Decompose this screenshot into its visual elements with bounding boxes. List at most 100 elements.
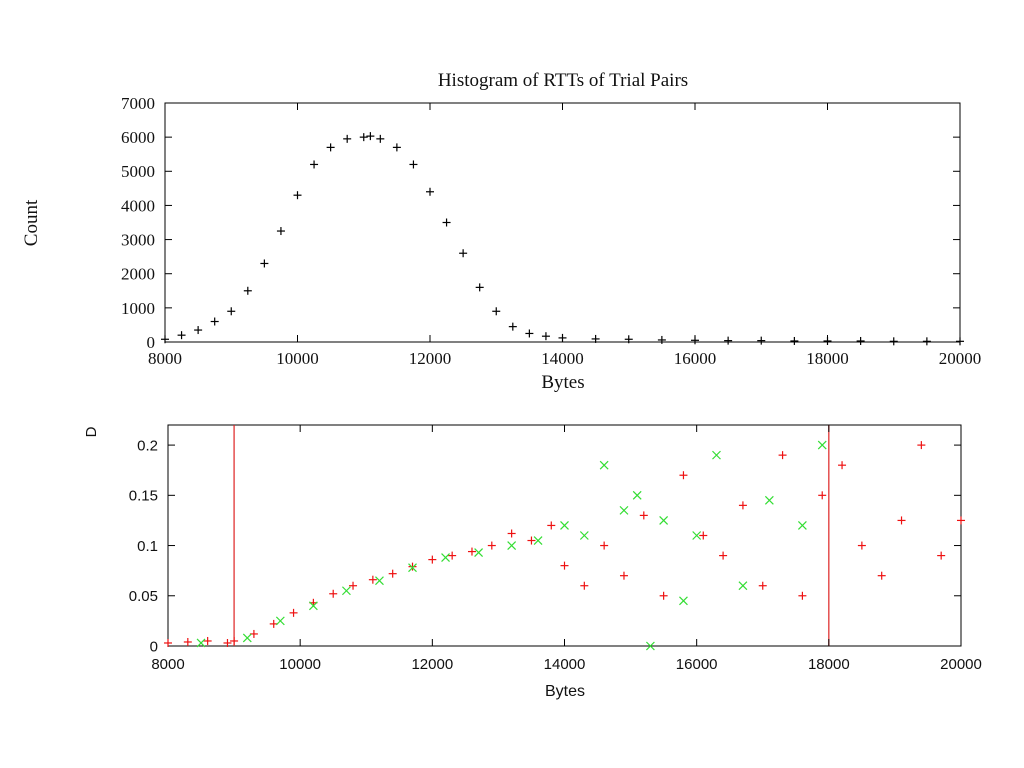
data-point [508, 322, 517, 331]
data-point [856, 336, 865, 345]
data-point [243, 286, 252, 295]
data-point [223, 638, 232, 647]
y-tick-label: 2000 [121, 265, 155, 284]
y-tick-label: 0.05 [129, 588, 158, 605]
data-point [448, 551, 457, 560]
data-point [409, 160, 418, 169]
data-point [591, 334, 600, 343]
axis-ticks: 8000 10000 12000 14000 16000 18000 20000 0 1000 2… [121, 94, 981, 368]
plot-frame [164, 102, 961, 343]
data-point [580, 581, 589, 590]
data-point [475, 283, 484, 292]
data-point [368, 575, 377, 584]
histogram-chart: Histogram of RTTs of Trial Pairs Count B… [21, 70, 981, 393]
data-point [560, 521, 569, 530]
data-point [818, 491, 827, 500]
data-point [679, 596, 688, 606]
data-point [738, 501, 747, 510]
y-axis-label: Count [21, 199, 42, 246]
data-point [922, 337, 931, 346]
data-point [326, 143, 335, 152]
data-point [203, 636, 212, 645]
data-point [467, 547, 476, 556]
x-tick-label: 8000 [148, 349, 182, 368]
data-point [699, 531, 708, 540]
data-points [164, 440, 965, 651]
data-point [541, 332, 550, 341]
y-tick-label: 6000 [121, 128, 155, 147]
data-point [276, 227, 285, 236]
data-point [342, 586, 351, 596]
data-point [619, 571, 628, 580]
x-tick-label: 10000 [279, 656, 321, 673]
data-point [838, 461, 847, 470]
data-point [161, 335, 169, 344]
data-point [269, 619, 278, 628]
data-point [527, 536, 536, 545]
data-point [293, 191, 302, 200]
data-point [428, 555, 437, 564]
x-tick-label: 12000 [411, 656, 453, 673]
y-tick-label: 0.1 [137, 538, 158, 555]
data-point [210, 317, 219, 326]
data-point [639, 511, 648, 520]
data-point [691, 336, 699, 345]
data-point [797, 521, 807, 530]
data-point [183, 637, 192, 646]
y-tick-label: 0 [150, 638, 158, 655]
data-point [533, 536, 543, 545]
data-point [679, 471, 688, 480]
data-point [474, 548, 484, 558]
data-point [227, 307, 236, 316]
plot-frame [167, 424, 962, 647]
y-tick-label: 0.2 [137, 437, 158, 454]
x-tick-label: 18000 [808, 656, 850, 673]
data-point [310, 160, 319, 169]
data-point [764, 495, 774, 505]
x-tick-label: 16000 [676, 656, 718, 673]
threshold-lines [233, 425, 830, 646]
data-points [161, 132, 964, 346]
data-point [196, 638, 206, 648]
data-point [408, 562, 417, 571]
y-tick-label: 0.15 [129, 488, 158, 505]
data-point [897, 516, 906, 525]
y-tick-label: 7000 [121, 94, 155, 113]
data-point [599, 460, 609, 470]
data-point [712, 450, 721, 460]
data-point [359, 133, 368, 142]
data-point [487, 541, 496, 550]
data-point [657, 335, 666, 344]
data-point [375, 576, 384, 586]
data-point [275, 616, 285, 626]
data-point [877, 571, 886, 580]
y-tick-label: 3000 [121, 231, 155, 250]
x-axis-label: Bytes [545, 683, 585, 700]
data-point [194, 326, 203, 335]
data-point [692, 531, 702, 540]
x-tick-label: 20000 [940, 656, 982, 673]
x-tick-label: 14000 [541, 349, 584, 368]
data-point [441, 553, 450, 563]
data-point [560, 561, 569, 570]
data-point [164, 638, 172, 647]
data-point [388, 569, 397, 578]
data-point [956, 337, 964, 346]
x-tick-label: 12000 [409, 349, 452, 368]
data-point [600, 541, 609, 550]
data-point [558, 333, 567, 342]
data-point [492, 307, 501, 316]
data-point [579, 531, 589, 540]
data-point [343, 134, 352, 143]
data-point [619, 505, 629, 515]
data-point [624, 335, 633, 344]
data-point [758, 581, 767, 590]
y-tick-label: 5000 [121, 162, 155, 181]
x-tick-label: 8000 [151, 656, 184, 673]
data-point [349, 581, 358, 590]
x-tick-label: 10000 [276, 349, 319, 368]
x-tick-label: 20000 [939, 349, 982, 368]
data-point [659, 516, 669, 525]
x-tick-label: 14000 [544, 656, 586, 673]
